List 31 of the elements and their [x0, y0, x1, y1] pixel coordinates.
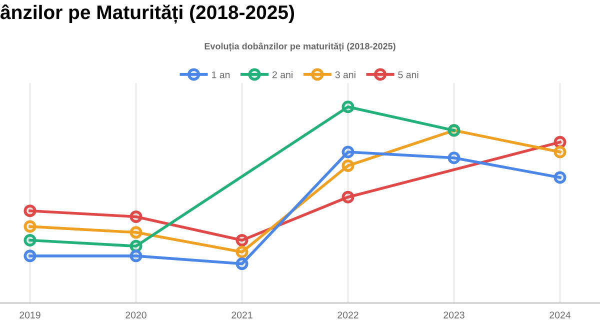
x-tick-label: 2022: [338, 312, 358, 318]
legend-label: 3 ani: [335, 71, 356, 78]
chart-subtitle: Evoluția dobânzilor pe maturități (2018-2025): [204, 42, 396, 52]
point: [24, 250, 36, 262]
point: [24, 234, 36, 246]
point: [236, 258, 248, 270]
legend-label: 5 ani: [398, 71, 418, 78]
point: [342, 190, 354, 204]
point: [342, 100, 354, 114]
x-tick-label: 2024: [550, 312, 571, 318]
point: [342, 159, 354, 172]
point: [554, 136, 566, 148]
point: [130, 226, 142, 239]
point: [24, 204, 36, 218]
point: [236, 234, 248, 246]
legend-label: 1 an: [212, 71, 230, 78]
point: [130, 250, 142, 262]
chart-title: ânzilor pe Maturități (2018-2025): [0, 4, 294, 24]
x-tick-label: 2023: [444, 312, 464, 318]
point: [24, 220, 36, 233]
point: [554, 171, 566, 184]
point: [130, 240, 142, 252]
x-tick-label: 2019: [20, 312, 40, 318]
point: [554, 146, 566, 158]
point: [130, 210, 142, 223]
x-tick-label: 2021: [232, 312, 252, 318]
legend-label: 2 ani: [272, 71, 292, 78]
x-tick-label: 2020: [126, 312, 146, 318]
point: [236, 246, 248, 258]
point: [342, 146, 354, 158]
point: [448, 152, 460, 164]
